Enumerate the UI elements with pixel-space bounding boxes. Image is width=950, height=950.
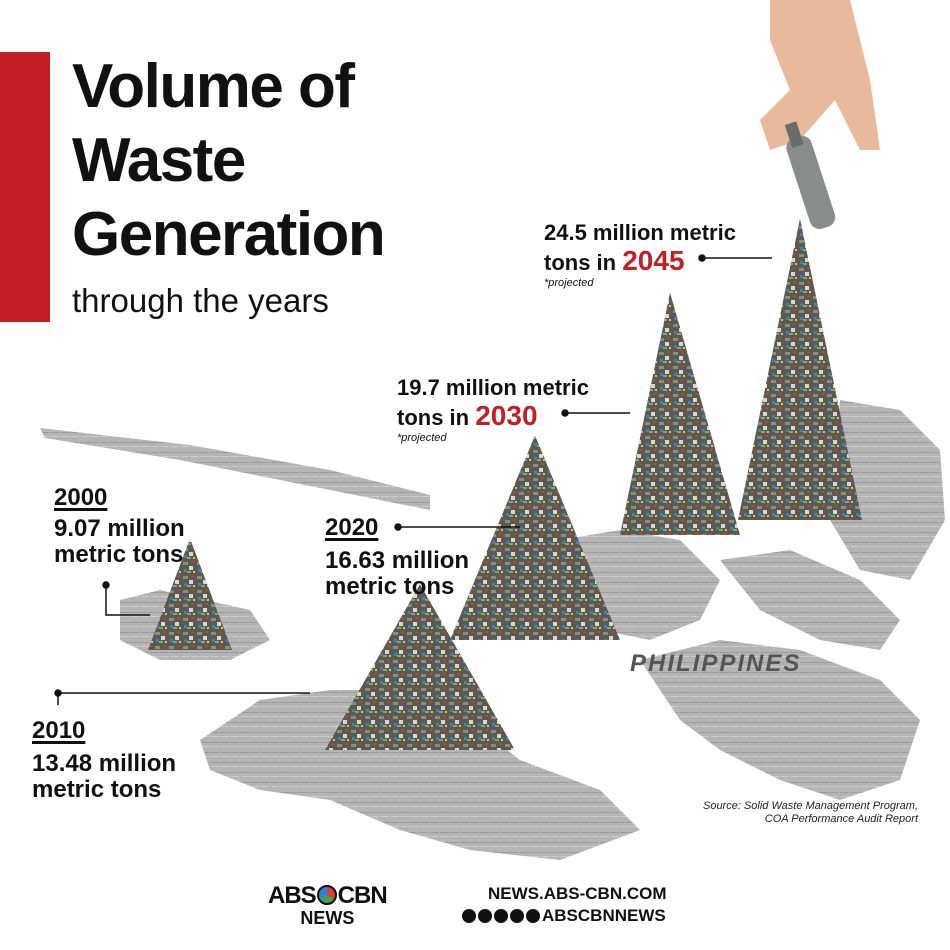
- amount-2000-line1: 9.07 million: [54, 515, 185, 542]
- logo-left: ABS: [268, 882, 317, 909]
- bars-layer: [148, 218, 862, 750]
- source-line1: Source: Solid Waste Management Program,: [702, 800, 918, 812]
- leader-line-2010: [57, 692, 310, 705]
- leader-lines: [54, 254, 772, 705]
- year-2020: 2020: [325, 514, 379, 541]
- amount-2010-line1: 13.48 million: [32, 750, 177, 777]
- amount-2030-prefix: tons in: [397, 405, 470, 430]
- amount-2020-line1: 16.63 million: [325, 547, 470, 574]
- label-2030: 19.7 million metric tons in 2030 *projec…: [397, 374, 589, 444]
- amount-2030-line1: 19.7 million metric: [397, 375, 589, 400]
- bar-2030: [620, 292, 740, 535]
- social-handle: ABSCBNNEWS: [542, 906, 666, 925]
- accent-bar: [0, 52, 50, 322]
- year-2030: 2030: [475, 400, 538, 431]
- page-title: Volume of Waste Generation: [72, 52, 386, 269]
- map-label: PHILIPPINES: [630, 650, 802, 677]
- social-handle-row: ABSCBNNEWS: [462, 906, 666, 926]
- amount-2045-prefix: tons in: [544, 250, 617, 275]
- bar-2010: [325, 584, 515, 750]
- hand-with-bottle-illustration: [760, 0, 880, 229]
- youtube-icon: [510, 909, 524, 923]
- amount-2045-line1: 24.5 million metric: [544, 220, 736, 245]
- page-subtitle: through the years: [72, 282, 329, 319]
- projected-note-2045: *projected: [544, 277, 594, 289]
- bar-2045: [738, 218, 862, 520]
- year-2010: 2010: [32, 717, 86, 744]
- logo-right: CBN: [337, 882, 388, 909]
- source-note: Source: Solid Waste Management Program, …: [658, 800, 918, 826]
- bar-2000: [148, 538, 232, 650]
- abs-cbn-logo: ABS CBN NEWS: [268, 882, 388, 929]
- source-line2: COA Performance Audit Report: [764, 813, 918, 825]
- amount-2020-line2: metric tons: [325, 573, 455, 600]
- label-2010: 2010 13.48 million metric tons: [32, 717, 176, 803]
- projected-note-2030: *projected: [397, 432, 447, 444]
- year-2000: 2000: [54, 484, 108, 511]
- bar-2020: [450, 435, 620, 640]
- tiktok-icon: [526, 909, 540, 923]
- logo-eye-icon: [316, 885, 337, 905]
- facebook-icon: [462, 909, 476, 923]
- instagram-icon: [494, 909, 508, 923]
- site-url: NEWS.ABS-CBN.COM: [488, 884, 667, 903]
- leader-line-2000: [105, 585, 150, 616]
- label-2020: 2020 16.63 million metric tons: [325, 514, 469, 600]
- label-2000: 2000 9.07 million metric tons: [54, 484, 185, 568]
- amount-2000-line2: metric tons: [54, 541, 184, 568]
- twitter-icon: [478, 909, 492, 923]
- amount-2010-line2: metric tons: [32, 776, 162, 803]
- year-2045: 2045: [622, 245, 685, 276]
- logo-sub: NEWS: [300, 908, 355, 928]
- label-2045: 24.5 million metric tons in 2045 *projec…: [544, 219, 736, 289]
